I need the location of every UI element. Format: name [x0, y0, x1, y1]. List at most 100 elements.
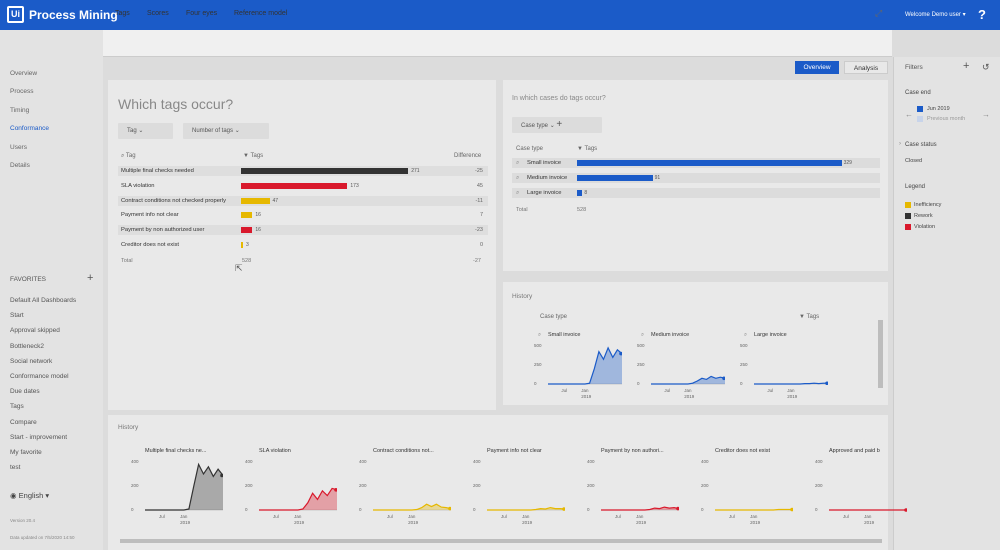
bar-track	[241, 212, 431, 218]
case-status-label[interactable]: Case status	[905, 142, 937, 148]
history-area-chart[interactable]	[754, 346, 828, 386]
y-tick-label: 0	[740, 381, 743, 386]
case-row[interactable]	[512, 188, 880, 198]
favorite-item[interactable]: Due dates	[10, 388, 40, 396]
previous-month-option[interactable]: Previous month	[927, 116, 966, 122]
nav-conformance[interactable]: Conformance	[10, 125, 50, 132]
search-icon: ⌕	[121, 153, 126, 159]
add-favorite-button[interactable]: +	[87, 272, 94, 284]
expand-icon[interactable]: ⤢	[875, 8, 883, 18]
case-status-value[interactable]: Closed	[905, 158, 923, 164]
case-bar-value: 91	[654, 175, 661, 181]
tag-bar[interactable]	[241, 227, 253, 234]
table-row[interactable]	[118, 225, 488, 236]
overview-button[interactable]: Overview	[795, 61, 839, 74]
tab-four-eyes[interactable]: Four eyes	[186, 10, 218, 17]
case-bar[interactable]	[577, 190, 583, 196]
x-tick-label: Jul	[387, 514, 393, 519]
tag-column-header[interactable]: ⌕ Tag	[121, 153, 136, 160]
x-year-label: 2019	[408, 520, 419, 525]
history-area-chart[interactable]	[145, 462, 223, 512]
history-area-chart[interactable]	[601, 462, 679, 512]
y-tick-label: 0	[534, 381, 537, 386]
case-bar[interactable]	[577, 160, 842, 166]
y-tick-label: 0	[701, 507, 704, 512]
favorite-item[interactable]: Default All Dashboards	[10, 297, 77, 304]
favorite-item[interactable]: Approval skipped	[10, 327, 60, 335]
legend-label: Legend	[905, 184, 926, 190]
analysis-button[interactable]: Analysis	[844, 61, 888, 74]
area-line	[259, 487, 337, 511]
case-bar[interactable]	[577, 175, 653, 181]
y-tick-label: 200	[245, 483, 253, 488]
add-icon[interactable]: +	[556, 119, 563, 130]
favorite-item[interactable]: Tags	[10, 403, 24, 411]
tag-bar-value: 173	[350, 182, 359, 189]
add-filter-button[interactable]: +	[963, 60, 970, 72]
number-of-tags-chip[interactable]: Number of tags ⌄	[183, 123, 269, 139]
case-end-label: Case end	[905, 90, 931, 96]
case-end-value[interactable]: Jun 2019	[927, 106, 950, 112]
next-arrow-icon[interactable]: →	[982, 110, 990, 119]
end-point	[448, 506, 451, 511]
case-type-chip[interactable]: Case type ⌄ +	[512, 117, 602, 133]
tag-bar[interactable]	[241, 212, 253, 219]
prev-arrow-icon[interactable]: ←	[905, 110, 913, 119]
history-area-chart[interactable]	[487, 462, 565, 512]
history-area-chart[interactable]	[259, 462, 337, 512]
x-tick-label: Jan	[408, 514, 416, 519]
case-type-column-header[interactable]: Case type	[516, 146, 544, 152]
tag-dimension-chip[interactable]: Tag ⌄	[118, 123, 173, 139]
table-row[interactable]	[118, 195, 488, 206]
tag-bar[interactable]	[241, 197, 270, 204]
search-icon: ⌕	[516, 190, 520, 196]
favorite-item[interactable]: Start	[10, 312, 24, 320]
tab-reference-model[interactable]: Reference model	[234, 10, 288, 17]
horizontal-scrollbar[interactable]	[120, 539, 882, 543]
favorite-item[interactable]: Conformance model	[10, 373, 69, 380]
favorite-item[interactable]: Bottleneck2	[10, 342, 44, 350]
tag-bar[interactable]	[241, 168, 409, 174]
history-case-type-header[interactable]: Case type	[540, 314, 568, 320]
tags-column-header[interactable]: ▼ Tags	[243, 153, 264, 159]
y-tick-label: 500	[637, 343, 645, 348]
nav-details[interactable]: Details	[10, 162, 30, 169]
legend-swatch-inefficiency	[905, 202, 911, 208]
nav-process[interactable]: Process	[10, 88, 34, 95]
history-chart-title: Payment info not clear	[487, 448, 542, 454]
favorite-item[interactable]: Compare	[10, 418, 37, 426]
history-area-chart[interactable]	[651, 346, 725, 386]
tab-tags[interactable]: Tags	[115, 10, 130, 26]
nav-users[interactable]: Users	[10, 144, 27, 151]
favorite-item[interactable]: Start - improvement	[10, 433, 68, 441]
favorite-item[interactable]: My favorite	[10, 449, 42, 456]
favorite-item[interactable]: Social network	[10, 357, 53, 365]
history-area-chart[interactable]	[715, 462, 793, 512]
tag-bar[interactable]	[241, 242, 243, 248]
tags-total-difference: -27	[473, 258, 481, 264]
nav-timing[interactable]: Timing	[10, 107, 30, 114]
end-point	[722, 376, 725, 381]
area-fill	[259, 488, 337, 510]
cases-total-value: 528	[577, 207, 587, 213]
x-year-label: 2019	[180, 520, 191, 525]
history-area-chart[interactable]	[373, 462, 451, 512]
history-area-chart[interactable]	[548, 346, 622, 386]
history-scrollbar[interactable]	[878, 320, 883, 388]
case-row[interactable]	[512, 173, 880, 183]
tag-bar[interactable]	[241, 182, 348, 189]
language-selector[interactable]: ◉ English ▾	[10, 491, 49, 500]
tag-bar-value: 16	[255, 212, 261, 219]
x-year-label: 2019	[864, 520, 875, 525]
cases-tags-column-header[interactable]: ▼ Tags	[577, 146, 598, 152]
history-tags-header[interactable]: ▼ Tags	[799, 314, 820, 320]
undo-icon[interactable]: ↺	[982, 62, 990, 72]
help-icon[interactable]: ?	[978, 7, 986, 22]
tab-scores[interactable]: Scores	[147, 10, 169, 17]
favorite-item[interactable]: test	[10, 464, 21, 472]
nav-overview[interactable]: Overview	[10, 70, 38, 77]
user-menu[interactable]: Welcome Demo user ▾	[905, 12, 966, 18]
difference-column-header[interactable]: Difference	[454, 153, 482, 159]
area-line	[145, 462, 223, 511]
history-area-chart[interactable]	[829, 462, 907, 512]
